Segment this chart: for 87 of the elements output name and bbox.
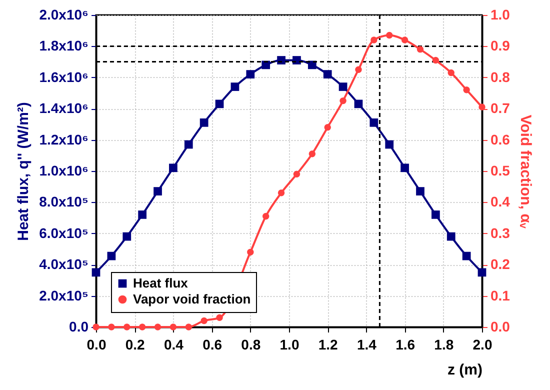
point bbox=[478, 104, 486, 110]
point bbox=[370, 118, 378, 127]
x-tick-label: 0.0 bbox=[86, 336, 106, 352]
y-tick-label: 1.6x10⁶ bbox=[39, 68, 88, 85]
point bbox=[400, 164, 409, 172]
point bbox=[401, 36, 408, 44]
point bbox=[92, 268, 100, 277]
point bbox=[124, 324, 130, 330]
y-tick-label: 1.8x10⁶ bbox=[39, 38, 88, 54]
point bbox=[308, 150, 316, 158]
point bbox=[370, 36, 378, 44]
point bbox=[386, 32, 393, 39]
point bbox=[293, 170, 300, 178]
x-tick-label: 1.6 bbox=[396, 336, 416, 352]
y2-tick-label: 0.5 bbox=[490, 162, 510, 178]
y2-tick-label: 0.7 bbox=[490, 100, 510, 116]
x-tick-label: 2.0 bbox=[472, 336, 492, 352]
point bbox=[448, 69, 454, 76]
y2-tick-label: 0.6 bbox=[490, 131, 510, 148]
point bbox=[416, 46, 424, 53]
x-tick-label: 1.0 bbox=[280, 336, 300, 352]
y2-tick-label: 0.0 bbox=[490, 318, 510, 334]
point bbox=[92, 324, 100, 330]
point bbox=[340, 97, 346, 104]
x-tick-label: 1.4 bbox=[356, 336, 377, 352]
y2-tick-label: 0.1 bbox=[490, 287, 510, 304]
point bbox=[184, 140, 193, 149]
y2-tick-label: 0.4 bbox=[490, 194, 510, 210]
y-tick-label: 4.0x10⁵ bbox=[39, 256, 88, 272]
point bbox=[262, 212, 270, 220]
point bbox=[432, 56, 440, 64]
point bbox=[169, 164, 178, 172]
y-tick-label: 6.0x10⁵ bbox=[39, 224, 88, 241]
y2-tick-label: 1.0 bbox=[490, 6, 510, 22]
point bbox=[138, 324, 146, 330]
y2-tick-label: 0.9 bbox=[490, 38, 510, 54]
x-tick-label: 1.2 bbox=[318, 336, 338, 352]
point bbox=[355, 66, 362, 73]
y-tick-label: 1.2x10⁶ bbox=[39, 131, 88, 148]
y2-tick-label: 0.2 bbox=[490, 256, 510, 272]
legend-label: Vapor void fraction bbox=[133, 292, 251, 306]
y-tick-label: 2.0x10⁶ bbox=[39, 6, 88, 22]
point bbox=[416, 187, 424, 196]
point bbox=[431, 210, 440, 219]
point bbox=[247, 248, 254, 256]
x-tick-label: 1.8 bbox=[434, 336, 454, 352]
legend-label: Heat flux bbox=[133, 276, 189, 290]
y-tick-label: 1.4x10⁶ bbox=[39, 100, 88, 116]
x-tick-label: 0.2 bbox=[125, 336, 146, 352]
y2-tick-label: 0.3 bbox=[490, 224, 510, 241]
point bbox=[170, 324, 177, 330]
y-tick-label: 0.0 bbox=[69, 318, 89, 334]
point bbox=[323, 70, 332, 78]
y-tick-label: 1.0x10⁶ bbox=[39, 162, 88, 178]
point bbox=[338, 82, 348, 91]
x-axis-title: z (m) bbox=[448, 362, 482, 378]
y2-axis-title: Void fraction, αᵥ bbox=[516, 114, 534, 229]
point bbox=[246, 70, 255, 78]
point bbox=[463, 86, 470, 94]
y-tick-label: 8.0x10⁵ bbox=[39, 194, 88, 210]
point bbox=[262, 60, 270, 70]
y2-tick-label: 0.8 bbox=[490, 68, 510, 85]
y-tick-label: 2.0x10⁵ bbox=[39, 287, 88, 304]
point bbox=[324, 124, 331, 131]
point bbox=[277, 56, 286, 64]
point bbox=[278, 189, 285, 196]
point bbox=[107, 252, 116, 260]
point bbox=[185, 324, 192, 330]
point bbox=[230, 82, 240, 91]
point bbox=[446, 232, 456, 241]
point bbox=[216, 314, 223, 321]
point bbox=[354, 100, 363, 108]
point bbox=[122, 232, 132, 241]
point bbox=[200, 118, 208, 127]
point bbox=[215, 100, 224, 108]
x-tick-label: 0.8 bbox=[241, 336, 261, 352]
x-tick-label: 0.6 bbox=[202, 336, 222, 352]
point bbox=[108, 324, 115, 330]
point bbox=[462, 252, 471, 260]
point bbox=[154, 187, 162, 196]
point bbox=[138, 210, 147, 219]
point bbox=[478, 268, 486, 277]
y-axis-title: Heat flux, q'' (W/m²) bbox=[15, 102, 32, 241]
point bbox=[385, 140, 394, 149]
point bbox=[200, 317, 208, 324]
point bbox=[154, 324, 162, 330]
x-tick-label: 0.4 bbox=[164, 336, 184, 352]
